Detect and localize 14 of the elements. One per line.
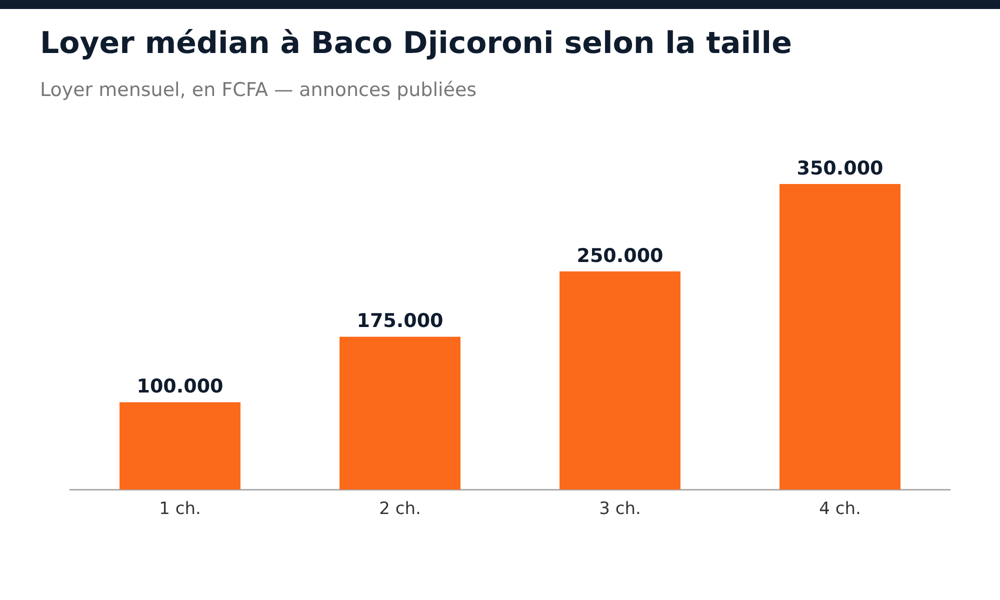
x-tick-label: 4 ch. (819, 499, 861, 520)
data-label: 350.000 (796, 157, 884, 180)
data-label: 250.000 (576, 244, 664, 267)
bar (340, 336, 460, 490)
data-label: 100.000 (136, 376, 224, 398)
x-tick-label: 2 ch. (379, 499, 421, 520)
bar (560, 271, 680, 490)
chart-title: Loyer médian à Baco Djicoroni selon la taille (40, 26, 792, 61)
x-tick-label: 1 ch. (159, 499, 201, 520)
bar (120, 402, 240, 490)
chart-subtitle: Loyer mensuel, en FCFA — annonces publiées (40, 79, 477, 101)
bar (780, 184, 900, 490)
x-tick-label: 3 ch. (599, 499, 641, 520)
data-label: 175.000 (356, 310, 444, 332)
